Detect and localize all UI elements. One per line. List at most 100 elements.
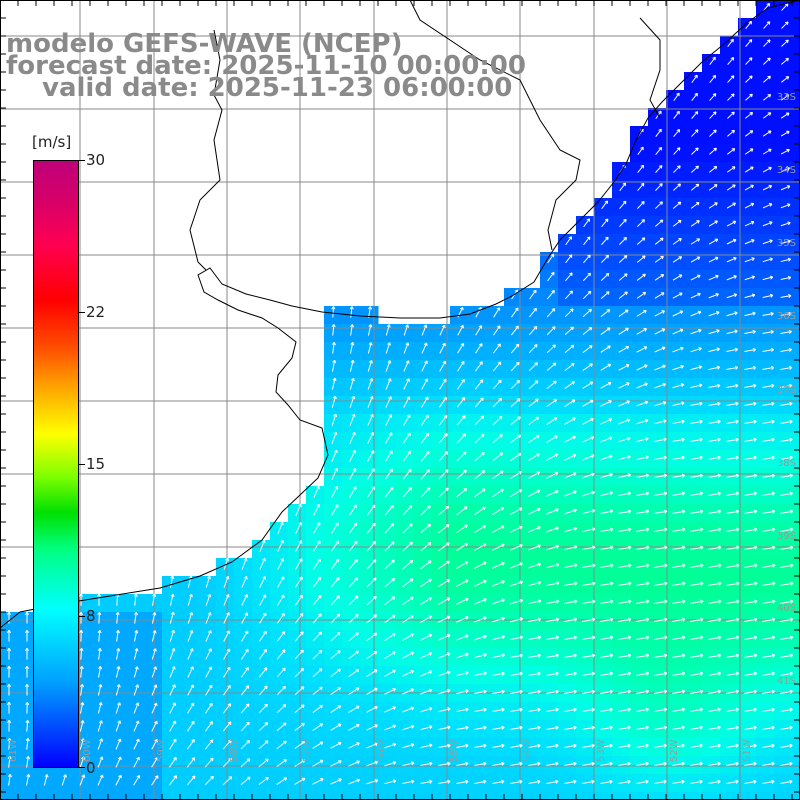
wind-arrow <box>277 521 284 534</box>
wind-arrow <box>743 563 758 569</box>
wind-arrow <box>655 128 662 138</box>
wind-arrow <box>241 557 248 570</box>
wind-arrow <box>385 414 393 426</box>
wind-arrow <box>367 378 374 390</box>
wind-arrow <box>456 379 465 390</box>
wind-arrow <box>456 579 469 587</box>
wind-arrow <box>421 324 428 336</box>
wind-arrow <box>438 524 450 534</box>
wind-arrow <box>564 472 577 479</box>
wind-arrow <box>654 219 664 227</box>
wind-arrow <box>655 183 663 191</box>
wind-speed-cell <box>792 414 800 433</box>
wind-arrow <box>456 542 469 552</box>
wind-arrow <box>438 579 451 588</box>
wind-arrow <box>708 455 721 460</box>
latitude-label: 41S <box>777 676 796 687</box>
wind-arrow <box>690 328 702 335</box>
wind-arrow <box>672 437 685 442</box>
wind-speed-cell <box>792 162 800 181</box>
wind-arrow <box>456 524 468 534</box>
wind-speed-cell <box>378 792 397 800</box>
wind-speed-cell <box>234 792 253 800</box>
wind-arrow <box>761 509 776 515</box>
wind-arrow <box>725 509 740 515</box>
wind-arrow <box>420 414 429 426</box>
wind-speed-cell <box>792 324 800 343</box>
wind-arrow <box>295 503 302 516</box>
wind-arrow <box>744 184 754 191</box>
longitude-label: 55W <box>449 739 460 762</box>
wind-speed-cell <box>792 720 800 739</box>
latitude-label: 34S <box>777 165 796 176</box>
wind-speed-cell <box>684 792 703 800</box>
wind-speed-cell <box>450 792 469 800</box>
wind-arrow <box>654 473 668 479</box>
wind-arrows <box>6 2 794 786</box>
wind-arrow <box>546 398 558 408</box>
wind-arrow <box>743 581 758 587</box>
colorbar-tick-line <box>79 160 85 161</box>
wind-arrow <box>402 560 414 570</box>
wind-arrow <box>635 491 650 497</box>
wind-arrow <box>672 219 682 227</box>
colorbar-tick-line <box>79 312 85 313</box>
wind-speed-cell <box>792 144 800 163</box>
wind-arrow <box>367 432 375 444</box>
wind-speed-cell <box>792 576 800 595</box>
lagoon-path <box>639 17 661 119</box>
wind-arrow <box>349 377 355 390</box>
wind-arrow <box>636 328 647 335</box>
wind-arrow <box>438 560 450 570</box>
wind-arrow <box>673 92 680 102</box>
wind-arrow <box>474 579 487 587</box>
wind-arrow <box>691 74 698 84</box>
wind-arrow <box>725 563 740 569</box>
wind-arrow <box>313 540 321 552</box>
wind-arrow <box>780 329 792 334</box>
wind-arrow <box>708 437 721 442</box>
wind-arrow <box>673 165 681 173</box>
wind-arrow <box>403 324 409 336</box>
wind-arrow <box>672 292 683 299</box>
wind-arrow <box>582 381 594 389</box>
wind-arrow <box>313 485 320 498</box>
wind-arrow <box>744 473 757 479</box>
wind-arrow <box>690 401 703 407</box>
wind-arrow <box>708 365 721 371</box>
wind-arrow <box>349 306 354 318</box>
wind-arrow <box>745 75 753 83</box>
latitude-label: 40S <box>777 603 796 614</box>
wind-arrow <box>385 378 392 390</box>
wind-arrow <box>403 396 411 408</box>
wind-arrow <box>761 581 776 587</box>
wind-arrow <box>762 329 774 334</box>
wind-arrow <box>600 363 612 371</box>
wind-arrow <box>546 453 558 461</box>
latitude-label: 38S <box>777 458 796 469</box>
wind-arrow <box>277 539 284 552</box>
wind-arrow <box>402 505 413 516</box>
wind-arrow <box>654 346 666 353</box>
wind-arrow <box>509 580 524 587</box>
wind-arrow <box>708 473 722 479</box>
wind-arrow <box>618 291 628 299</box>
wind-speed-cell <box>792 468 800 487</box>
wind-speed-cell <box>792 198 800 217</box>
latitude-label: 35S <box>777 238 796 249</box>
wind-arrow <box>509 543 523 551</box>
wind-arrow <box>672 274 683 281</box>
wind-arrow <box>618 309 629 317</box>
colorbar-tick-0: 0 <box>86 759 96 777</box>
wind-speed-cell <box>792 378 800 397</box>
wind-arrow <box>313 522 321 534</box>
wind-arrow <box>726 473 740 479</box>
wind-arrow <box>547 253 555 264</box>
wind-arrow <box>493 325 501 336</box>
wind-speed-cell <box>792 558 800 577</box>
wind-arrow <box>600 418 613 425</box>
colorbar-tick-line <box>79 464 85 465</box>
wind-arrow <box>763 21 771 29</box>
wind-speed-cell <box>126 792 145 800</box>
wind-arrow <box>582 326 593 336</box>
